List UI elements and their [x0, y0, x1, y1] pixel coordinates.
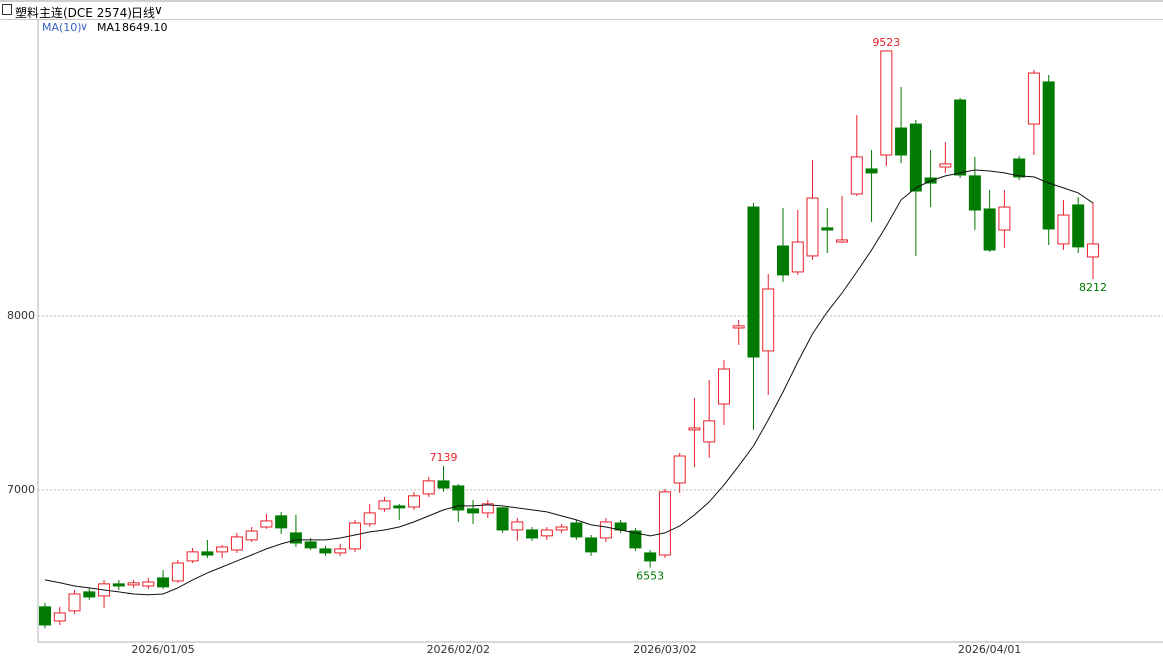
high-label: 7139	[430, 451, 458, 464]
candle-body	[408, 495, 420, 508]
candle-body	[1086, 243, 1099, 258]
candle-body	[245, 530, 258, 541]
candle-body	[540, 529, 553, 537]
low-label: 6553	[636, 570, 664, 583]
candle-body	[319, 548, 332, 554]
candle-body	[422, 480, 435, 495]
indicator-name[interactable]: MA(10)	[42, 21, 82, 34]
candle-body	[289, 532, 302, 544]
candle-body	[673, 455, 686, 484]
candle-body	[703, 420, 716, 443]
candle-body	[909, 123, 922, 192]
candle-body	[1057, 214, 1070, 245]
candle-body	[216, 546, 229, 553]
candle-body	[511, 521, 524, 531]
candle-body	[865, 168, 878, 174]
candle-body	[658, 491, 671, 556]
candle-body	[599, 521, 612, 539]
candle-body	[821, 227, 834, 231]
candle-body	[1042, 81, 1055, 230]
candle-body	[1027, 72, 1040, 125]
candle-body	[39, 606, 51, 626]
candle-body	[201, 551, 214, 556]
candle-body	[393, 505, 406, 509]
candle-body	[230, 536, 243, 551]
dropdown-arrow[interactable]: ∨	[154, 3, 163, 17]
x-tick-label: 2026/03/02	[633, 643, 696, 656]
candle-body	[629, 530, 642, 549]
candle-body	[83, 591, 96, 598]
y-tick-label: 8000	[7, 309, 35, 322]
high-label: 9523	[872, 36, 900, 49]
icon	[2, 4, 12, 15]
candle-body	[688, 427, 701, 431]
candle-body	[127, 582, 140, 586]
candle-body	[171, 562, 184, 582]
candle-body	[850, 156, 863, 195]
candle-body	[496, 507, 509, 531]
candle-body	[968, 175, 981, 211]
candle-body	[983, 208, 996, 251]
candle-body	[747, 206, 760, 358]
candle-body	[334, 548, 347, 554]
x-tick-label: 2026/02/02	[427, 643, 490, 656]
candle-body	[895, 127, 908, 156]
candle-body	[53, 612, 66, 622]
dropdown-arrow[interactable]: ∨	[80, 20, 88, 33]
x-tick-label: 2026/04/01	[958, 643, 1021, 656]
candle-body	[939, 163, 952, 168]
candle-body	[142, 581, 155, 587]
candle-body	[437, 480, 450, 489]
candle-body	[836, 239, 849, 243]
candle-body	[998, 206, 1011, 231]
instrument-title[interactable]: 塑料主连(DCE 2574)	[15, 6, 132, 20]
candle-body	[555, 526, 568, 531]
candle-body	[762, 288, 775, 352]
candle-body	[68, 593, 81, 612]
candle-body	[275, 515, 288, 529]
ma-name: MA1	[97, 21, 121, 34]
low-label: 8212	[1079, 281, 1107, 294]
candle-body	[644, 552, 657, 562]
candle-body	[112, 583, 125, 587]
period-select[interactable]: 日线	[131, 6, 156, 20]
candle-body	[481, 503, 494, 514]
x-tick-label: 2026/01/05	[131, 643, 194, 656]
ma-line	[44, 169, 1094, 596]
candle-body	[1013, 158, 1026, 178]
ma-value: 8649.10	[122, 21, 168, 34]
candle-body	[791, 241, 804, 273]
candle-body	[585, 537, 598, 553]
candle-body	[260, 520, 273, 528]
candle-body	[1072, 204, 1085, 248]
candle-body	[157, 577, 170, 588]
candle-body	[363, 512, 376, 525]
candle-body	[880, 50, 893, 156]
candle-body	[467, 508, 480, 514]
candle-body	[954, 99, 967, 176]
candle-body	[378, 500, 391, 510]
candle-body	[570, 522, 583, 538]
toolbar: 塑料主连(DCE 2574) 日线 ∨	[0, 0, 1163, 20]
candle-body	[806, 197, 819, 257]
candle-body	[304, 541, 317, 549]
candle-body	[732, 325, 745, 329]
candle-body	[777, 245, 789, 276]
candle-body	[452, 485, 465, 511]
y-tick-label: 7000	[7, 483, 35, 496]
candle-body	[526, 529, 539, 539]
candle-body	[186, 551, 199, 562]
candle-body	[717, 368, 730, 405]
